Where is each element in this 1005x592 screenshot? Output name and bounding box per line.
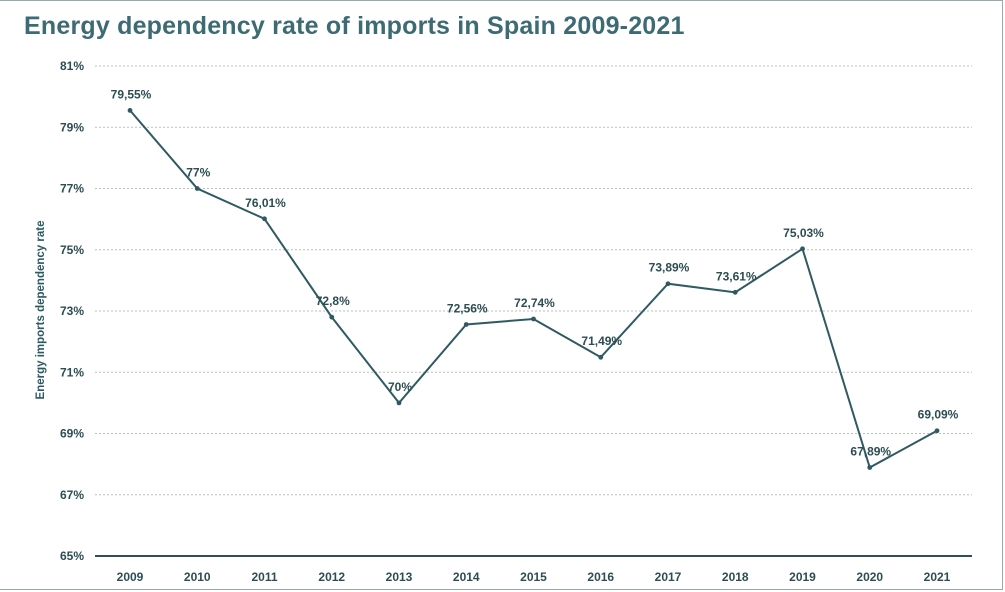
data-point [463, 322, 469, 327]
x-tick-label: 2011 [251, 570, 277, 584]
data-point [800, 246, 805, 252]
x-tick-label: 2020 [856, 570, 883, 584]
x-tick-label: 2010 [184, 570, 211, 584]
y-tick-label: 75% [60, 243, 84, 257]
data-label: 79,55% [111, 87, 152, 101]
data-point [665, 281, 671, 287]
data-point [531, 316, 536, 322]
data-label: 72,56% [447, 301, 488, 315]
chart-title: Energy dependency rate of imports in Spa… [24, 12, 685, 40]
x-tick-label: 2013 [386, 570, 413, 584]
x-tick-label: 2012 [318, 570, 345, 584]
data-point [262, 216, 267, 222]
x-tick-label: 2014 [453, 570, 480, 584]
data-label: 69,09% [918, 408, 959, 422]
x-tick-label: 2015 [520, 570, 547, 584]
y-tick-label: 67% [60, 488, 84, 502]
data-point [598, 354, 604, 360]
y-axis-label: Energy imports dependency rate [35, 221, 47, 400]
y-tick-label: 81% [60, 59, 84, 73]
data-label: 73,61% [716, 269, 757, 283]
y-tick-label: 73% [60, 304, 84, 318]
data-point [934, 428, 940, 434]
y-tick-label: 65% [60, 549, 84, 563]
data-label: 67,89% [850, 444, 891, 458]
x-tick-label: 2021 [924, 570, 951, 584]
data-label: 72,74% [514, 296, 555, 310]
x-tick-label: 2018 [722, 570, 749, 584]
x-tick-label: 2017 [655, 570, 682, 584]
data-point [329, 314, 335, 320]
data-label: 70% [388, 380, 412, 394]
x-tick-label: 2009 [117, 570, 144, 584]
data-label: 71,49% [581, 334, 622, 348]
y-tick-label: 79% [60, 120, 84, 134]
data-point [127, 108, 133, 113]
data-label: 72,8% [316, 294, 350, 308]
y-tick-label: 69% [60, 427, 84, 441]
data-point [396, 400, 402, 406]
data-point [194, 186, 200, 191]
y-tick-label: 77% [60, 182, 84, 196]
y-tick-label: 71% [60, 365, 84, 379]
data-point [732, 289, 738, 295]
data-label: 76,01% [245, 196, 286, 210]
x-tick-label: 2016 [587, 570, 614, 584]
data-label: 75,03% [783, 226, 824, 240]
x-tick-label: 2019 [789, 570, 816, 584]
data-label: 73,89% [649, 261, 690, 275]
data-label: 77% [186, 166, 210, 180]
series-line [129, 109, 938, 469]
data-point [867, 465, 873, 470]
